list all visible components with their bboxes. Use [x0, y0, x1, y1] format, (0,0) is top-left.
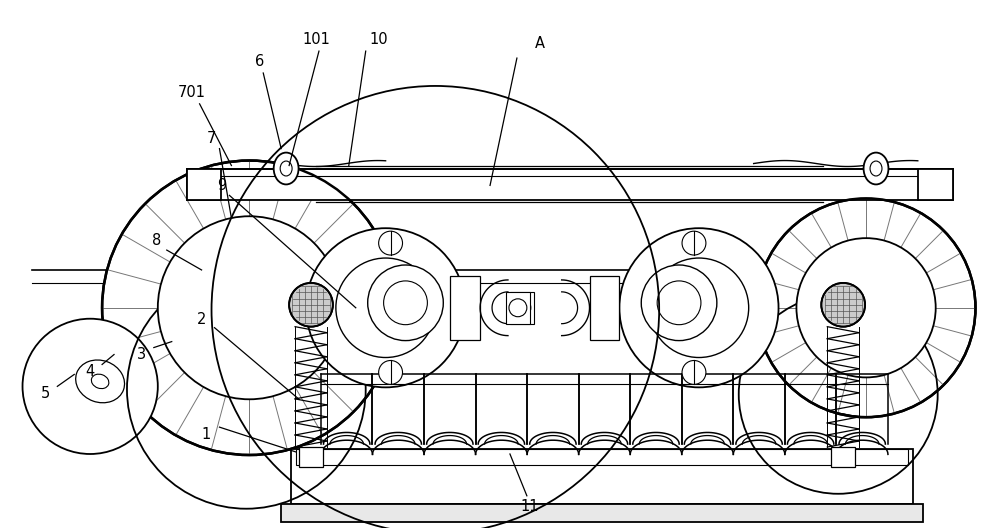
Text: 701: 701 [178, 85, 206, 101]
Circle shape [796, 238, 936, 377]
Circle shape [682, 360, 706, 385]
Text: 2: 2 [197, 312, 206, 327]
Text: 3: 3 [137, 347, 146, 362]
Circle shape [289, 283, 333, 327]
Text: 7: 7 [207, 131, 216, 146]
Text: 5: 5 [41, 386, 50, 401]
Circle shape [368, 265, 443, 341]
Circle shape [682, 231, 706, 255]
Text: 8: 8 [152, 233, 161, 248]
Circle shape [513, 299, 531, 317]
Circle shape [641, 265, 717, 341]
Bar [281, 504, 923, 522]
Bar [831, 447, 855, 467]
Text: 10: 10 [369, 32, 388, 47]
Circle shape [384, 281, 427, 325]
Circle shape [757, 198, 975, 417]
Circle shape [379, 360, 403, 385]
Circle shape [509, 299, 527, 317]
Bar [296, 449, 908, 465]
Bar [450, 276, 480, 340]
Bar [299, 447, 323, 467]
Bar [187, 169, 221, 200]
Bar [291, 449, 913, 504]
Text: 4: 4 [86, 364, 95, 379]
Ellipse shape [76, 360, 125, 403]
Text: 101: 101 [302, 32, 330, 47]
Ellipse shape [274, 152, 299, 185]
Bar [590, 276, 619, 340]
Circle shape [102, 160, 397, 455]
Circle shape [371, 293, 401, 323]
Bar [506, 292, 530, 324]
Ellipse shape [864, 152, 888, 185]
Text: 6: 6 [255, 53, 264, 69]
Bar [187, 169, 953, 200]
Circle shape [158, 216, 341, 399]
Circle shape [821, 283, 865, 327]
Ellipse shape [280, 161, 292, 176]
Circle shape [23, 318, 158, 454]
Text: 11: 11 [521, 499, 539, 514]
Circle shape [657, 281, 701, 325]
Ellipse shape [870, 161, 882, 176]
Bar [918, 169, 953, 200]
Circle shape [649, 258, 749, 358]
Circle shape [684, 293, 714, 323]
Circle shape [336, 258, 435, 358]
Text: 9: 9 [217, 178, 226, 193]
Circle shape [379, 231, 403, 255]
Circle shape [619, 228, 779, 387]
Text: A: A [535, 35, 545, 51]
Ellipse shape [91, 374, 109, 389]
Bar [510, 292, 534, 324]
Circle shape [306, 228, 465, 387]
Text: 1: 1 [202, 426, 211, 442]
